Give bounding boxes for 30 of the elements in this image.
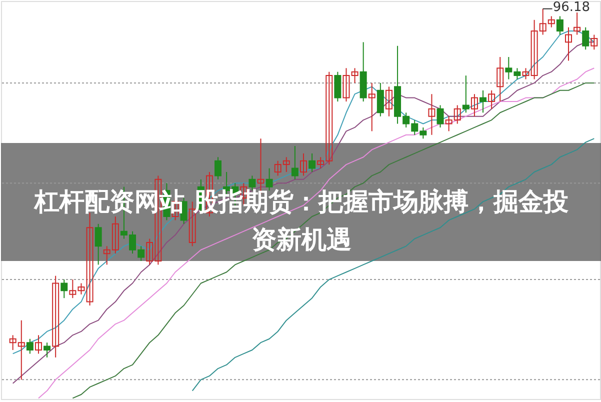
candlestick (34, 334, 42, 354)
candlestick (582, 26, 590, 50)
candlestick (342, 68, 350, 102)
candlestick (60, 279, 68, 299)
candlestick (94, 223, 102, 266)
candlestick (488, 90, 496, 110)
candlestick (385, 86, 392, 117)
candlestick (428, 94, 436, 136)
annotation: 96.18 (552, 0, 590, 15)
candlestick (462, 75, 470, 114)
candlestick (214, 156, 222, 180)
candlestick (590, 34, 598, 50)
candlestick (376, 82, 384, 117)
candlestick (334, 71, 342, 102)
candlestick (86, 212, 94, 306)
candlestick (368, 82, 376, 132)
candlestick (52, 275, 60, 358)
candlestick (26, 338, 34, 354)
candlestick (291, 146, 298, 180)
candlestick (351, 68, 358, 84)
candlestick (574, 12, 581, 36)
candlestick (300, 152, 307, 176)
candlestick (436, 104, 444, 128)
candlestick (496, 56, 504, 102)
candlestick (470, 94, 478, 117)
candlestick (565, 26, 572, 62)
candlestick (480, 90, 487, 114)
candlestick (308, 152, 316, 172)
candlestick (556, 16, 564, 36)
candlestick (44, 342, 51, 358)
